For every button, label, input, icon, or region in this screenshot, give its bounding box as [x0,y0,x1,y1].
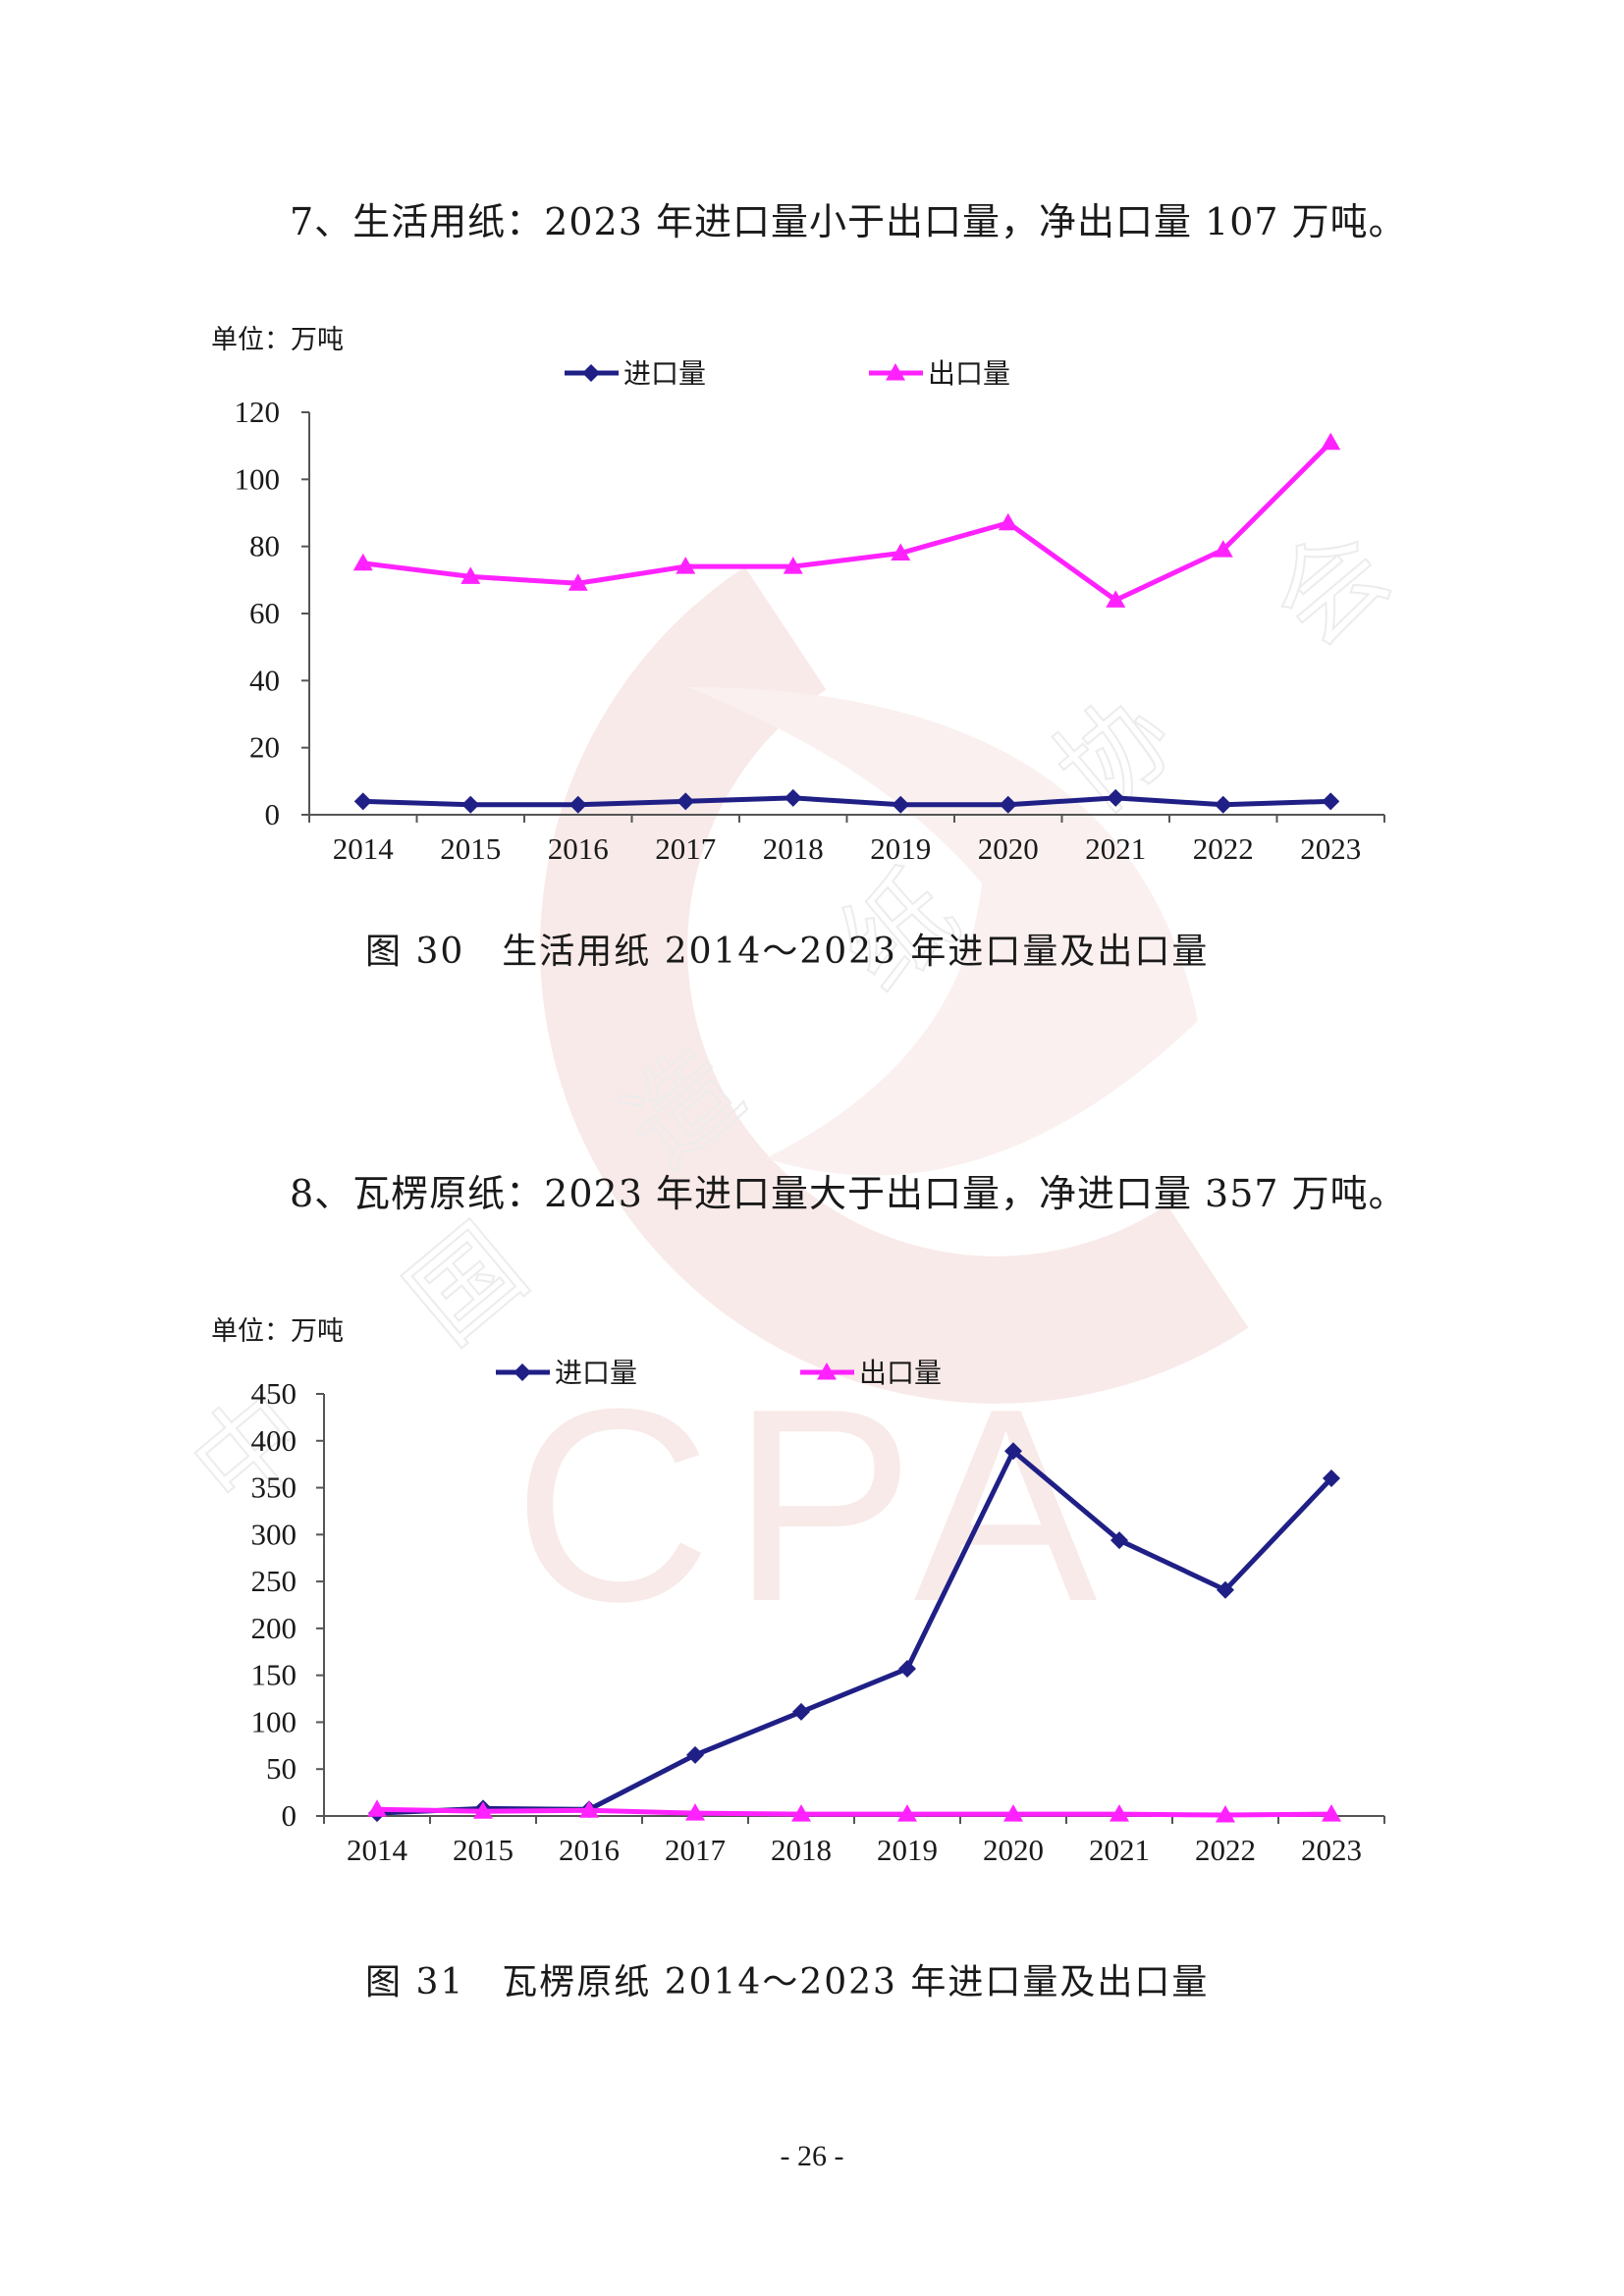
y-tick-label: 20 [249,730,280,765]
figure-caption: 图 31 瓦楞原纸 2014～2023 年进口量及出口量 [365,1962,1210,2002]
y-tick-label: 450 [251,1376,298,1411]
x-tick-label: 2018 [771,1833,832,1867]
series-line-import [376,1447,1333,1816]
data-point [792,1702,810,1721]
unit-label: 单位：万吨 [211,325,344,355]
x-tick-label: 2017 [665,1833,726,1867]
y-tick-label: 150 [251,1658,298,1692]
y-tick-label: 200 [251,1611,298,1645]
data-point [791,1804,811,1822]
data-point [1004,1442,1022,1461]
section-heading: 7、生活用纸：2023 年进口量小于出口量，净出口量 107 万吨。 [290,200,1407,243]
data-point [473,1801,493,1819]
data-point [784,788,802,807]
data-point [1216,1805,1235,1823]
x-tick-label: 2014 [333,831,395,866]
legend-label: 进口量 [555,1357,637,1389]
x-tick-label: 2016 [559,1833,620,1867]
data-point [568,573,588,591]
x-tick-label: 2016 [548,831,609,866]
unit-label: 单位：万吨 [211,1316,344,1347]
y-tick-label: 300 [251,1517,298,1551]
section-heading: 8、瓦楞原纸：2023 年进口量大于出口量，净进口量 357 万吨。 [290,1172,1407,1215]
x-tick-label: 2020 [983,1833,1044,1867]
data-point [1110,1531,1128,1550]
data-point [568,795,587,814]
y-tick-label: 50 [266,1751,297,1786]
x-tick-label: 2023 [1300,831,1361,866]
series-line-export [376,1806,1332,1818]
y-tick-label: 350 [251,1470,298,1505]
data-point [897,1804,917,1822]
data-point [1003,1804,1023,1822]
data-point [999,795,1017,814]
legend-label: 进口量 [623,357,706,390]
data-point [891,543,911,561]
data-point [352,553,373,571]
data-point [685,1803,705,1821]
chart-svg: 单位：万吨 0 20 40 60 80 100 120 2014 2015 2016 2017 2018… [211,325,1385,866]
y-tick-label: 60 [249,596,280,630]
chart-tissue-paper: 单位：万吨 0 20 40 60 80 100 120 2014 2015 2016 2017 2018… [0,324,1624,897]
y-tick-label: 100 [235,461,281,496]
data-point [1107,788,1125,807]
data-point [1110,1804,1129,1822]
x-tick-label: 2021 [1085,831,1146,866]
page-number: - 26 - [780,2140,844,2172]
data-point [1213,540,1233,558]
data-point [1322,1804,1341,1822]
series-line-export [362,440,1333,604]
x-tick-label: 2018 [763,831,824,866]
data-point [677,792,695,811]
data-point [367,1799,387,1817]
y-tick-label: 400 [251,1423,298,1458]
y-tick-label: 0 [282,1798,298,1833]
x-tick-label: 2023 [1301,1833,1362,1867]
y-tick-label: 120 [235,395,281,429]
data-point [1321,432,1341,451]
x-tick-label: 2019 [877,1833,938,1867]
y-tick-label: 40 [249,663,280,697]
chart-corrugating-medium: 单位：万吨 0 50 100 150 200 250 300 350 400 450 2014 2015… [0,1306,1624,1898]
legend-label: 出口量 [928,357,1010,390]
x-tick-label: 2014 [347,1833,408,1867]
y-tick-label: 0 [265,797,281,831]
data-point [1106,590,1126,608]
x-tick-label: 2021 [1089,1833,1150,1867]
data-point [686,1745,704,1764]
data-point [676,557,696,574]
data-point [461,795,480,814]
data-point [892,795,910,814]
legend-marker [817,1362,837,1380]
series-line-import [362,795,1331,808]
legend-label: 出口量 [859,1357,942,1389]
y-tick-label: 80 [249,529,280,563]
x-tick-label: 2019 [870,831,931,866]
data-point [998,512,1018,531]
figure-caption: 图 30 生活用纸 2014～2023 年进口量及出口量 [365,932,1210,972]
x-tick-label: 2017 [655,831,716,866]
x-tick-label: 2015 [453,1833,514,1867]
data-point [1322,792,1340,811]
data-point [898,1659,916,1678]
data-point [783,557,803,574]
y-tick-label: 250 [251,1564,298,1598]
data-point [579,1800,599,1818]
data-point [1323,1469,1340,1487]
y-tick-label: 100 [251,1704,298,1738]
legend-marker [582,364,600,382]
data-point [460,566,481,584]
legend-marker [514,1363,531,1381]
x-tick-label: 2022 [1193,831,1254,866]
legend-marker [886,363,905,381]
data-point [1214,795,1232,814]
data-point [1217,1580,1234,1599]
x-tick-label: 2020 [978,831,1039,866]
data-point [353,792,372,811]
chart-svg: 单位：万吨 0 50 100 150 200 250 300 350 400 450 2014 2015… [211,1316,1385,1867]
x-tick-label: 2015 [440,831,501,866]
x-tick-label: 2022 [1195,1833,1256,1867]
